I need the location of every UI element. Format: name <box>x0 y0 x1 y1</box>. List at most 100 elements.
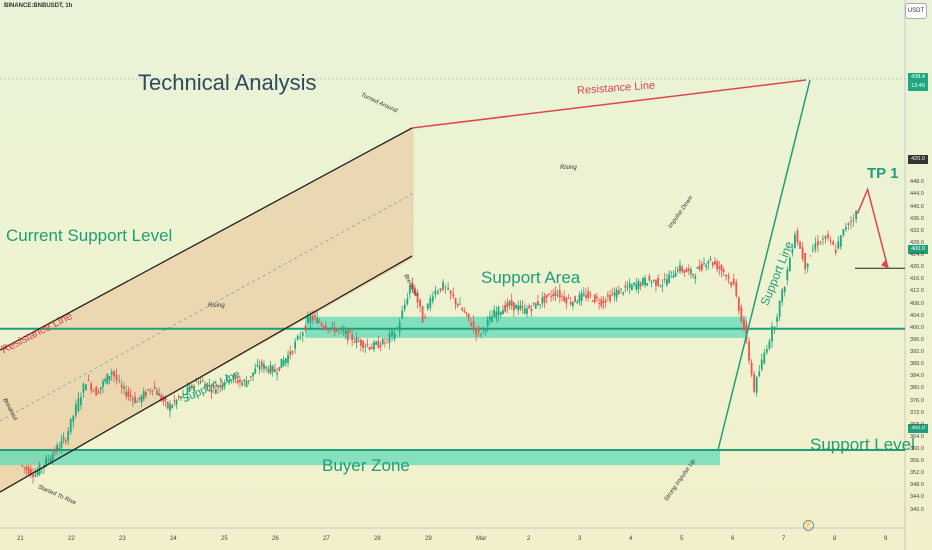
candle-body <box>228 380 230 383</box>
candle-body <box>197 382 200 384</box>
candle-body <box>541 297 544 304</box>
currency-button[interactable]: USDT <box>905 3 927 19</box>
candle-body <box>552 293 555 297</box>
x-tick-label: 3 <box>578 536 582 542</box>
candle-body <box>763 352 766 364</box>
candle-body <box>755 376 758 393</box>
candle-body <box>136 401 139 403</box>
current-price-box: 438.4 <box>908 73 928 82</box>
support-360-price-box: 360.0 <box>908 424 928 433</box>
candle-body <box>773 327 776 330</box>
candle-body <box>210 389 213 393</box>
candle-body <box>786 269 789 281</box>
candle-body <box>644 277 646 286</box>
candle-body <box>609 294 611 301</box>
candle-body <box>368 347 371 350</box>
candle-body <box>449 290 452 294</box>
candle-body <box>431 296 434 302</box>
rising-note-1: Rising <box>208 303 225 309</box>
candle-body <box>36 471 39 475</box>
candle-body <box>454 298 457 305</box>
x-tick-label: 27 <box>323 536 330 542</box>
candle-body <box>173 400 176 402</box>
candle-body <box>388 333 391 343</box>
candle-body <box>153 386 156 389</box>
candle-body <box>626 287 629 289</box>
countdown-box: 13:49 <box>908 82 928 91</box>
candle-body <box>77 398 80 411</box>
candle-body <box>304 326 307 331</box>
candle-body <box>104 379 107 382</box>
candle-body <box>125 391 128 397</box>
candle-body <box>687 268 690 271</box>
candle-body <box>692 274 695 276</box>
candle-body <box>34 474 37 477</box>
candle-body <box>676 269 679 272</box>
candle-body <box>740 306 743 322</box>
candle-body <box>624 285 627 288</box>
candle-body <box>806 263 809 268</box>
y-tick-label: 340.0 <box>910 506 924 513</box>
support-area-zone <box>305 316 747 338</box>
candle-body <box>722 269 725 273</box>
candle-body <box>778 301 781 317</box>
candle-body <box>208 385 211 387</box>
candle-body <box>760 359 763 370</box>
y-tick-label: 444.0 <box>910 191 924 198</box>
candle-body <box>118 380 121 382</box>
candle-body <box>855 210 858 220</box>
candle-body <box>102 381 104 387</box>
candle-body <box>386 339 389 340</box>
channel-upper-line <box>0 127 413 351</box>
y-tick-label: 408.0 <box>910 300 924 307</box>
x-tick-label: 22 <box>68 536 75 542</box>
candle-body <box>225 374 228 381</box>
candle-body <box>252 372 254 377</box>
y-tick-label: 420.0 <box>910 264 924 271</box>
candle-body <box>335 330 338 332</box>
candle-body <box>554 291 557 296</box>
candle-body <box>596 296 598 299</box>
candle-body <box>51 454 54 461</box>
tp1-label: TP 1 <box>867 165 899 182</box>
candle-body <box>700 263 703 271</box>
candle-body <box>355 337 358 344</box>
y-tick-label: 424.0 <box>910 252 924 259</box>
candle-body <box>670 271 673 273</box>
candle-body <box>145 392 147 396</box>
candle-body <box>845 227 847 230</box>
candle-body <box>745 324 748 340</box>
candle-body <box>256 365 259 367</box>
current-support-label: Current Support Level <box>6 226 173 245</box>
candle-body <box>411 282 414 291</box>
candle-body <box>87 379 90 381</box>
candle-body <box>23 466 26 468</box>
candle-body <box>97 391 100 394</box>
candle-body <box>716 261 719 270</box>
candle-body <box>429 298 432 308</box>
candle-body <box>718 266 721 269</box>
candle-body <box>804 252 807 270</box>
x-tick-label: 26 <box>272 536 279 542</box>
x-tick-label: 28 <box>374 536 381 542</box>
candle-body <box>611 293 614 295</box>
candle-body <box>349 331 351 333</box>
candle-body <box>781 289 784 303</box>
candle-body <box>519 305 522 310</box>
candle-body <box>561 295 563 297</box>
candle-body <box>735 282 738 296</box>
chart-settings-icon[interactable]: ⚡ <box>803 520 814 531</box>
candle-body <box>260 361 263 367</box>
candle-body <box>796 230 799 243</box>
candle-body <box>499 312 502 315</box>
x-tick-label: 5 <box>680 536 684 542</box>
candle-body <box>291 351 294 353</box>
candle-body <box>655 279 657 286</box>
candle-body <box>69 418 72 433</box>
candle-body <box>530 308 533 312</box>
candle-body <box>631 285 633 291</box>
candle-body <box>201 380 204 382</box>
candle-body <box>243 379 246 382</box>
candle-body <box>477 327 480 332</box>
candle-body <box>591 301 594 302</box>
